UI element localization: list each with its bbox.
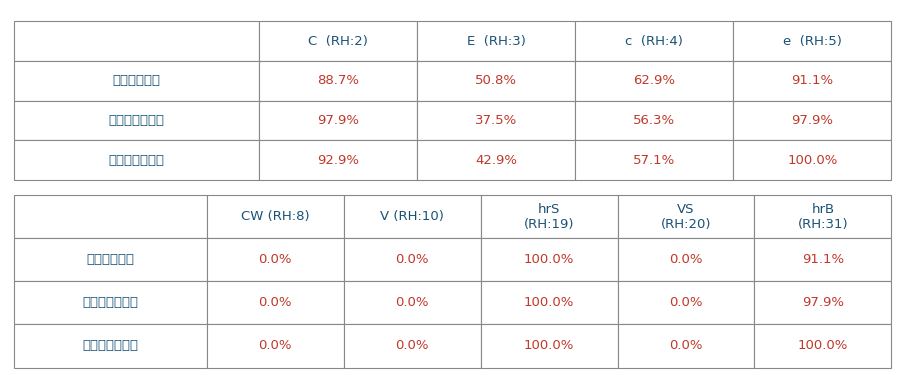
Bar <box>481 324 617 368</box>
Bar <box>733 140 891 180</box>
Bar <box>14 195 206 238</box>
Text: E  (RH:3): E (RH:3) <box>467 34 526 48</box>
Bar <box>617 324 755 368</box>
Text: 50.8%: 50.8% <box>475 74 518 87</box>
Text: c  (RH:4): c (RH:4) <box>625 34 683 48</box>
Bar <box>617 281 755 324</box>
Bar <box>206 238 344 281</box>
Bar <box>260 140 417 180</box>
Bar <box>417 61 576 100</box>
Text: 100.0%: 100.0% <box>524 253 575 266</box>
Text: 다문화가정성인: 다문화가정성인 <box>109 154 165 166</box>
Bar <box>733 21 891 61</box>
Text: 97.9%: 97.9% <box>318 114 359 127</box>
Bar <box>481 281 617 324</box>
Text: 57.1%: 57.1% <box>634 154 675 166</box>
Text: 100.0%: 100.0% <box>524 296 575 309</box>
Bar <box>755 238 891 281</box>
Bar <box>260 21 417 61</box>
Bar <box>260 100 417 140</box>
Bar <box>206 281 344 324</box>
Text: e  (RH:5): e (RH:5) <box>783 34 842 48</box>
Bar <box>344 195 481 238</box>
Bar <box>617 195 755 238</box>
Text: 91.1%: 91.1% <box>791 74 834 87</box>
Text: 88.7%: 88.7% <box>318 74 359 87</box>
Text: 100.0%: 100.0% <box>524 339 575 352</box>
Bar <box>14 21 260 61</box>
Text: V (RH:10): V (RH:10) <box>380 210 444 223</box>
Text: 42.9%: 42.9% <box>475 154 518 166</box>
Bar <box>755 281 891 324</box>
Bar <box>14 324 206 368</box>
Text: 0.0%: 0.0% <box>670 253 703 266</box>
Text: 일반가정자녀: 일반가정자녀 <box>112 74 160 87</box>
Bar <box>733 100 891 140</box>
Text: 다문화가정성인: 다문화가정성인 <box>82 339 138 352</box>
Bar <box>481 238 617 281</box>
Bar <box>755 324 891 368</box>
Bar <box>14 100 260 140</box>
Bar <box>417 21 576 61</box>
Bar <box>417 100 576 140</box>
Text: 일반가정자녀: 일반가정자녀 <box>86 253 134 266</box>
Text: CW (RH:8): CW (RH:8) <box>241 210 310 223</box>
Bar <box>576 61 733 100</box>
Text: 0.0%: 0.0% <box>259 253 292 266</box>
Text: hrB
(RH:31): hrB (RH:31) <box>797 202 848 231</box>
Bar <box>14 140 260 180</box>
Text: 0.0%: 0.0% <box>670 339 703 352</box>
Bar <box>576 140 733 180</box>
Text: 0.0%: 0.0% <box>395 296 429 309</box>
Bar <box>417 140 576 180</box>
Text: 91.1%: 91.1% <box>802 253 844 266</box>
Text: 0.0%: 0.0% <box>259 296 292 309</box>
Bar <box>14 238 206 281</box>
Text: 0.0%: 0.0% <box>670 296 703 309</box>
Text: 37.5%: 37.5% <box>475 114 518 127</box>
Bar <box>344 238 481 281</box>
Text: 97.9%: 97.9% <box>802 296 844 309</box>
Text: 0.0%: 0.0% <box>395 253 429 266</box>
Bar <box>344 324 481 368</box>
Text: 다문화가정자녀: 다문화가정자녀 <box>82 296 138 309</box>
Text: 97.9%: 97.9% <box>791 114 834 127</box>
Bar <box>206 195 344 238</box>
Text: 다문화가정자녀: 다문화가정자녀 <box>109 114 165 127</box>
Bar <box>14 61 260 100</box>
Bar <box>206 324 344 368</box>
Bar <box>576 21 733 61</box>
Text: 62.9%: 62.9% <box>634 74 675 87</box>
Text: 0.0%: 0.0% <box>259 339 292 352</box>
Text: 92.9%: 92.9% <box>318 154 359 166</box>
Text: 100.0%: 100.0% <box>798 339 848 352</box>
Bar <box>733 61 891 100</box>
Bar <box>481 195 617 238</box>
Bar <box>260 61 417 100</box>
Bar <box>344 281 481 324</box>
Bar <box>617 238 755 281</box>
Text: VS
(RH:20): VS (RH:20) <box>661 202 711 231</box>
Text: hrS
(RH:19): hrS (RH:19) <box>524 202 575 231</box>
Bar <box>14 281 206 324</box>
Bar <box>576 100 733 140</box>
Bar <box>755 195 891 238</box>
Text: C  (RH:2): C (RH:2) <box>309 34 368 48</box>
Text: 100.0%: 100.0% <box>787 154 838 166</box>
Text: 0.0%: 0.0% <box>395 339 429 352</box>
Text: 56.3%: 56.3% <box>634 114 675 127</box>
